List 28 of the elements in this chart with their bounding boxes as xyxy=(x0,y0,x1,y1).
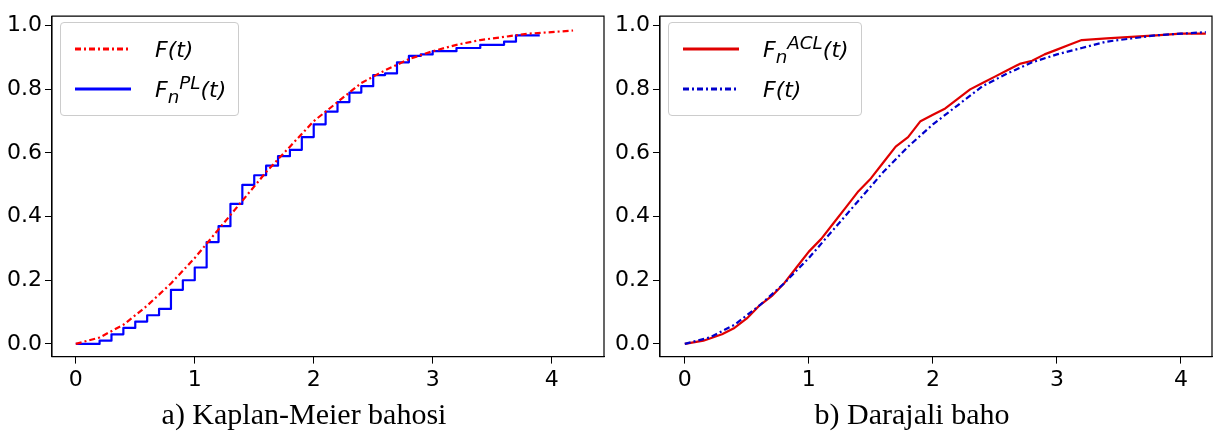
y-tick-label: 0.4 xyxy=(6,202,42,228)
y-tick-label: 0.2 xyxy=(6,265,42,291)
y-tick-label: 1.0 xyxy=(6,11,42,37)
y-tick-label: 0.8 xyxy=(6,75,42,101)
x-tick-label: 4 xyxy=(544,365,559,391)
y-tick-label: 0.2 xyxy=(614,265,650,291)
legend-label: F$_{n}$$^{PL}$(t) xyxy=(154,71,227,107)
y-tick-label: 0.8 xyxy=(614,75,650,101)
x-tick-label: 1 xyxy=(801,365,816,391)
x-tick-label: 2 xyxy=(925,365,940,391)
legend-label: F$_{n}$$^{ACL}$(t) xyxy=(762,31,849,67)
legend-label: F(t) xyxy=(762,76,802,102)
x-tick-label: 2 xyxy=(306,365,321,391)
y-tick-label: 0.6 xyxy=(614,138,650,164)
x-tick-label: 3 xyxy=(425,365,440,391)
text: a) Kaplan-Meier bahosi xyxy=(161,396,447,431)
x-tick-label: 4 xyxy=(1173,365,1188,391)
x-tick-label: 3 xyxy=(1049,365,1064,391)
y-tick-label: 0.6 xyxy=(6,138,42,164)
y-tick-label: 0.0 xyxy=(614,329,650,355)
x-tick-label: 0 xyxy=(68,365,83,391)
x-tick-label: 0 xyxy=(677,365,692,391)
legend-label: F(t) xyxy=(154,36,194,62)
y-tick-label: 1.0 xyxy=(614,11,650,37)
y-tick-label: 0.4 xyxy=(614,202,650,228)
y-tick-label: 0.0 xyxy=(6,329,42,355)
x-tick-label: 1 xyxy=(187,365,202,391)
text: b) Darajali baho xyxy=(814,396,1010,431)
